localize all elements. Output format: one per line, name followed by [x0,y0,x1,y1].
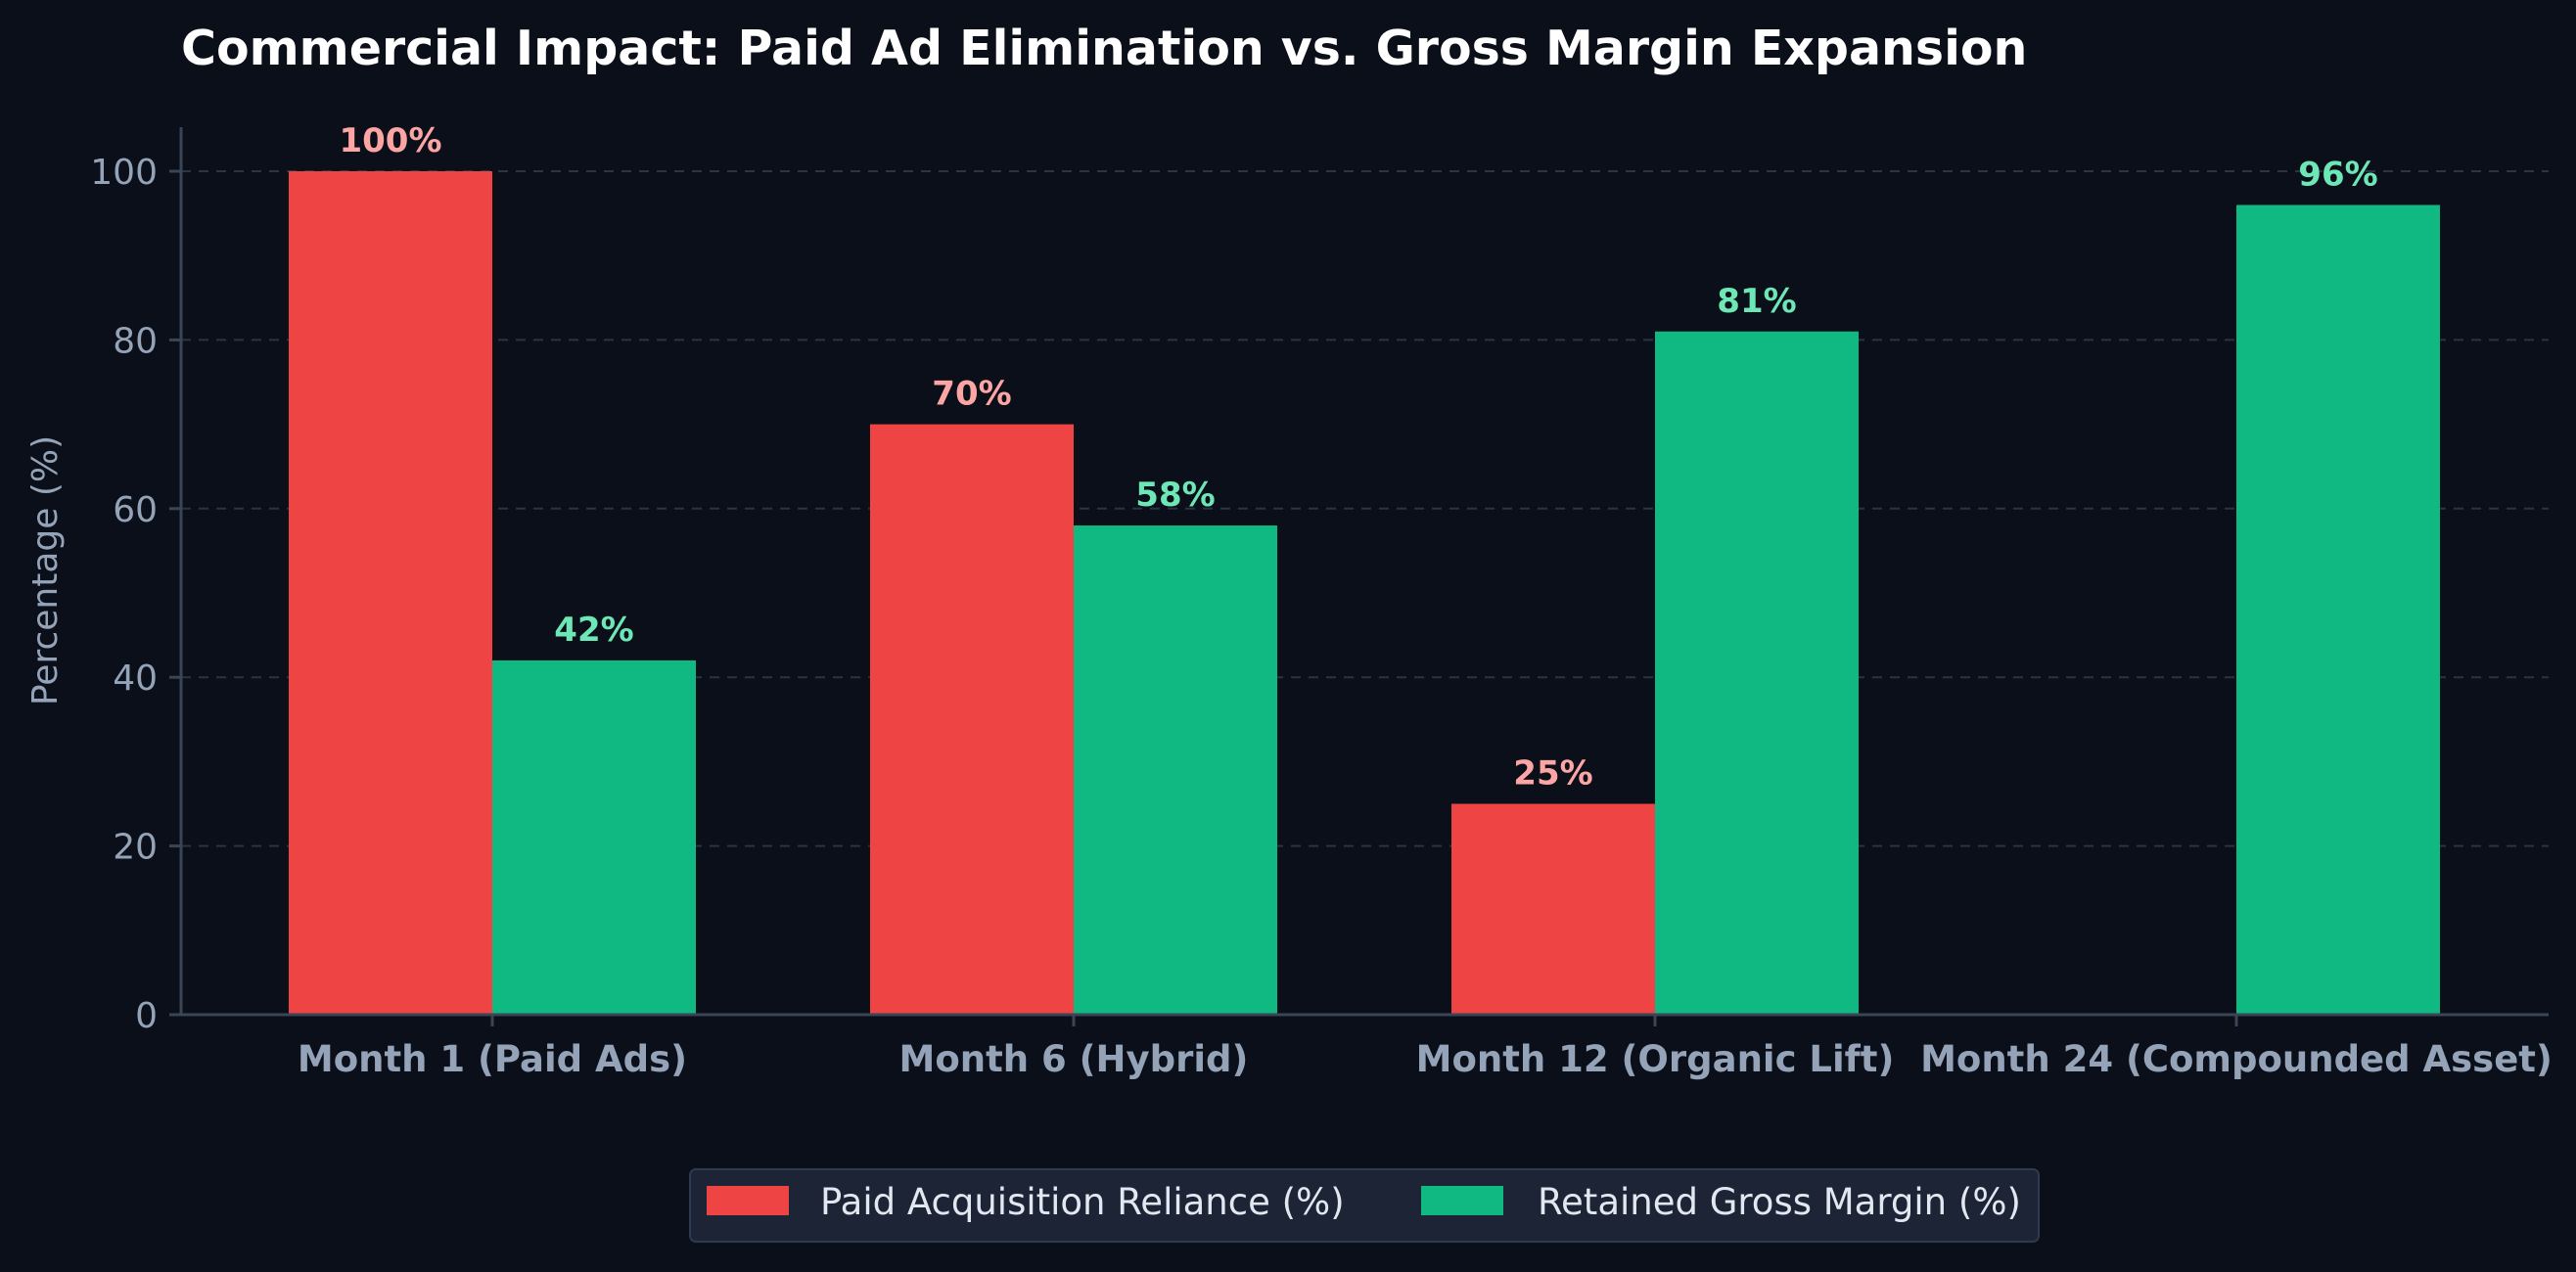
value-label-margin: 96% [2298,155,2377,194]
bar-gross-margin [1655,331,1859,1015]
value-label-margin: 81% [1717,282,1796,321]
y-tick-label: 40 [113,659,158,699]
y-tick-label: 80 [113,321,158,361]
value-label-margin: 58% [1135,476,1215,515]
value-label-paid: 100% [339,121,441,160]
y-tick-label: 20 [113,828,158,868]
y-tick-label: 60 [113,490,158,530]
bar-paid-reliance [1451,803,1655,1015]
value-labels: 100% 70% 25% 42% 58% 81% 96% [339,121,2377,794]
y-tick-label: 100 [90,153,158,193]
legend: Paid Acquisition Reliance (%) Retained G… [689,1168,2040,1243]
axes [179,127,2549,1017]
value-label-margin: 42% [554,611,633,650]
y-tick-label: 0 [135,996,158,1036]
x-tick-label: Month 12 (Organic Lift) [1416,1038,1895,1080]
bars [289,171,2440,1016]
y-axis-label: Percentage (%) [25,435,66,705]
x-tick-label: Month 24 (Compounded Asset) [1920,1038,2553,1080]
bar-gross-margin [1074,525,1277,1015]
bar-paid-reliance [870,424,1074,1016]
value-label-paid: 25% [1513,754,1592,794]
value-label-paid: 70% [932,375,1011,414]
bar-gross-margin [2236,204,2440,1016]
legend-swatch-paid [707,1186,789,1215]
legend-label-margin: Retained Gross Margin (%) [1538,1181,2021,1223]
legend-swatch-margin [1421,1186,1503,1215]
y-ticks: 0 20 40 60 80 100 [90,153,181,1036]
x-tick-label: Month 6 (Hybrid) [899,1038,1249,1080]
legend-box [689,1168,2040,1243]
bar-paid-reliance [289,171,492,1015]
bar-gross-margin [492,659,696,1015]
x-ticks: Month 1 (Paid Ads) Month 6 (Hybrid) Month … [298,1015,2553,1080]
legend-label-paid: Paid Acquisition Reliance (%) [820,1181,1345,1223]
x-tick-label: Month 1 (Paid Ads) [298,1038,687,1080]
chart-title: Commercial Impact: Paid Ad Elimination v… [181,21,2027,76]
